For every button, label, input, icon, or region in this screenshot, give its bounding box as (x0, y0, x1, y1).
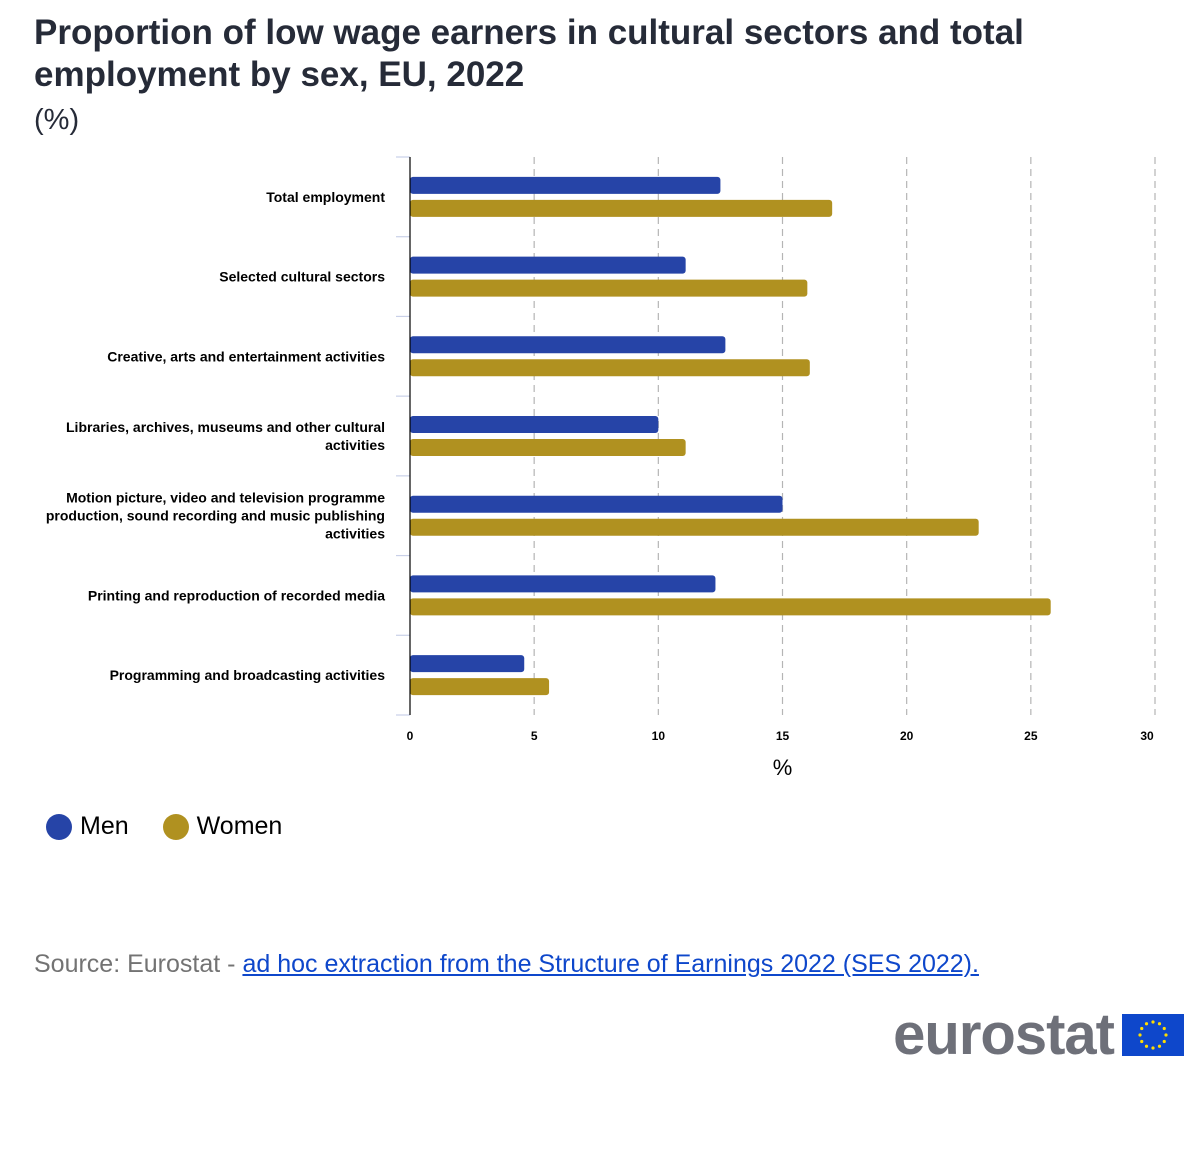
flag-star (1151, 1020, 1155, 1024)
flag-star (1157, 1044, 1162, 1048)
flag-star (1151, 1046, 1155, 1050)
bar-men (410, 416, 659, 433)
legend-women-label: Women (196, 812, 283, 840)
bar-men (410, 256, 686, 274)
legend-item-men[interactable]: Men (46, 812, 129, 841)
logo-text: eurostat (893, 1002, 1115, 1067)
bar-women (410, 359, 810, 377)
category-label: activities (325, 437, 385, 453)
legend-men-label: Men (80, 812, 129, 840)
bar-women (410, 279, 808, 297)
flag-star (1140, 1026, 1144, 1031)
bar-men (410, 336, 726, 354)
x-tick-label: 0 (407, 729, 414, 743)
category-label: Creative, arts and entertainment activit… (107, 348, 385, 364)
bar-women (410, 598, 1051, 616)
eurostat-logo: eurostat (893, 1005, 1184, 1065)
x-axis-label: % (773, 755, 793, 780)
chart-subtitle: (%) (34, 104, 80, 136)
bar-men (410, 655, 525, 673)
bar-men (410, 176, 721, 194)
flag-star (1138, 1033, 1142, 1037)
source-note: Source: Eurostat - ad hoc extraction fro… (34, 950, 979, 979)
bar-women (410, 678, 550, 696)
legend-women-dot (162, 813, 189, 840)
flag-star (1162, 1039, 1166, 1044)
category-label: activities (325, 526, 385, 542)
flag-star (1164, 1033, 1168, 1037)
flag-star (1157, 1022, 1162, 1026)
legend-men-dot (46, 813, 72, 840)
flag-star (1144, 1044, 1149, 1048)
bar-women (410, 199, 833, 217)
x-tick-label: 10 (652, 729, 666, 743)
category-label: Programming and broadcasting activities (110, 667, 386, 683)
flag-star (1144, 1022, 1149, 1026)
x-tick-label: 15 (776, 729, 790, 743)
category-label: production, sound recording and music pu… (46, 508, 385, 524)
category-label: Total employment (266, 189, 385, 205)
flag-star (1140, 1039, 1144, 1044)
bar-men (410, 575, 716, 593)
bar-men (410, 495, 783, 513)
flag-star (1162, 1026, 1166, 1031)
source-link[interactable]: ad hoc extraction from the Structure of … (242, 950, 979, 978)
eu-flag-icon (1122, 1014, 1184, 1056)
bar-chart: Total employment Selected cultural sector… (46, 156, 1156, 780)
x-tick-label: 20 (900, 729, 914, 743)
category-label: Printing and reproduction of recorded me… (88, 587, 385, 603)
legend: Men Women (46, 812, 316, 841)
category-label: Libraries, archives, museums and other c… (66, 419, 385, 435)
x-tick-label: 25 (1024, 729, 1038, 743)
legend-item-women[interactable]: Women (162, 812, 283, 841)
x-tick-label: 5 (531, 729, 538, 743)
x-tick-label: 30 (1140, 729, 1154, 743)
bar-women (410, 518, 979, 536)
bar-women (410, 439, 686, 456)
source-prefix: Source: Eurostat - (34, 950, 243, 978)
category-label: Motion picture, video and television pro… (66, 490, 385, 506)
chart-title: Proportion of low wage earners in cultur… (34, 13, 1024, 94)
category-label: Selected cultural sectors (219, 269, 385, 285)
